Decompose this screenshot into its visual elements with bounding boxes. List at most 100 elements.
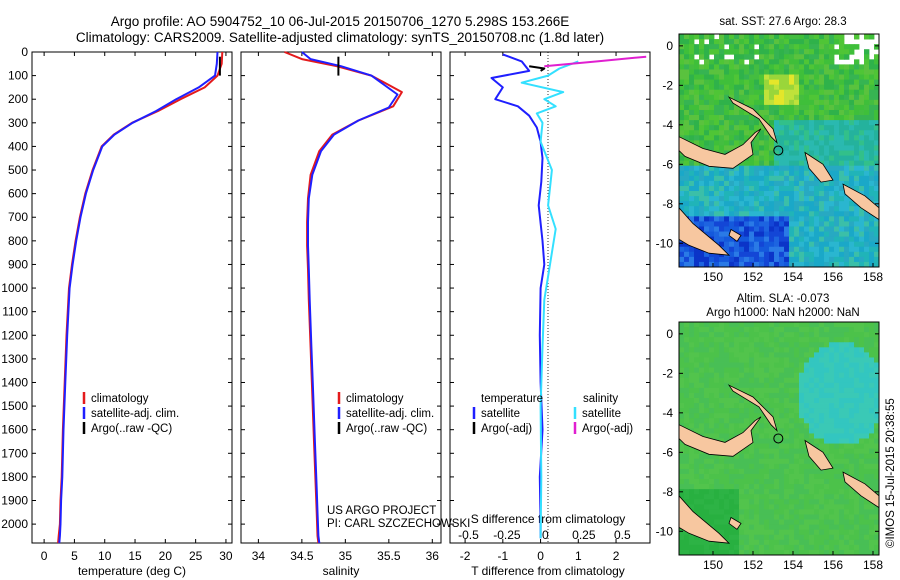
map-cell [839,494,845,500]
map-cell [789,59,795,65]
map-cell [759,256,765,263]
map-cell [864,322,870,328]
map-cell [769,44,775,50]
map-cell [874,216,880,222]
map-cell [724,175,730,182]
map-cell [839,463,845,470]
map-cell [829,216,835,222]
map-cell [679,191,685,197]
map-cell [799,84,805,91]
map-cell [739,529,745,536]
map-cell [859,337,865,343]
map-cell [694,494,700,500]
map-cell [699,120,705,126]
map-cell [729,145,735,151]
map-cell [774,211,780,217]
map-cell [764,94,770,101]
map-cell [729,337,735,343]
map-cell [724,89,730,96]
map-cell [804,79,810,86]
map-cell [784,130,790,136]
map-cell [789,69,795,75]
new-britain-island [678,416,762,457]
map-cell [869,170,875,177]
map-cell [704,489,710,495]
map-cell [834,544,840,551]
lon-tick-label: 158 [863,270,883,284]
map-cell [779,84,785,91]
map-cell [804,145,810,151]
map-cell [754,185,760,192]
map-cell [829,352,835,358]
map-cell [859,423,865,429]
series-s-satellite [520,60,579,539]
map-cell [764,504,770,510]
map-cell [769,170,775,177]
map-cell [794,211,800,217]
map-cell [869,372,875,379]
map-cell [789,79,795,86]
map-cell [839,191,845,197]
map-cell [744,357,750,363]
map-cell [729,34,735,40]
map-cell [864,347,870,353]
map-cell [834,175,840,182]
map-cell [789,221,795,227]
map-cell [734,180,740,187]
map-cell [769,529,775,536]
map-cell [744,489,750,495]
map-cell [834,484,840,490]
depth-tick-label: 600 [8,187,28,201]
map-cell [794,322,800,328]
map-cell [714,453,720,460]
map-cell [874,115,880,121]
map-cell [694,94,700,101]
map-cell [774,44,780,50]
map-cell [834,347,840,353]
map-cell [704,89,710,96]
map-cell [734,372,740,379]
lon-tick-label: 154 [783,558,803,572]
map-cell [754,145,760,151]
x-tick-label: 10 [98,549,112,563]
map-cell [704,549,710,556]
map-cell [764,453,770,460]
map-cell [789,408,795,414]
map-cell [844,428,850,434]
map-cell [809,231,815,238]
map-cell [709,89,715,96]
map-cell [739,39,745,45]
map-cell [824,489,830,495]
map-cell [719,241,725,248]
depth-tick-label: 1100 [2,305,28,319]
map-cell [819,59,825,65]
map-cell [734,352,740,358]
map-cell [809,236,815,243]
map-cell [779,59,785,65]
map-cell [824,453,830,460]
map-cell [824,34,830,40]
legend-label-s-argo: Argo(-adj) [582,423,633,435]
map-cell [754,438,760,444]
map-cell [724,397,730,404]
map-cell [779,74,785,80]
map-cell [689,44,695,50]
map-cell [724,524,730,531]
map-cell [694,352,700,358]
map-cell [779,69,785,75]
map-cell [759,241,765,248]
map-cell [719,382,725,389]
map-cell [829,413,835,419]
map-cell [849,155,855,162]
map-cell [759,514,765,520]
map-cell [854,534,860,541]
map-cell [834,69,840,75]
map-cell [809,494,815,500]
map-cell [799,115,805,121]
map-cell [809,145,815,151]
map-cell [869,165,875,172]
map-cell [799,54,805,60]
map-cell [699,79,705,86]
map-cell [824,236,830,243]
map-cell [824,377,830,384]
